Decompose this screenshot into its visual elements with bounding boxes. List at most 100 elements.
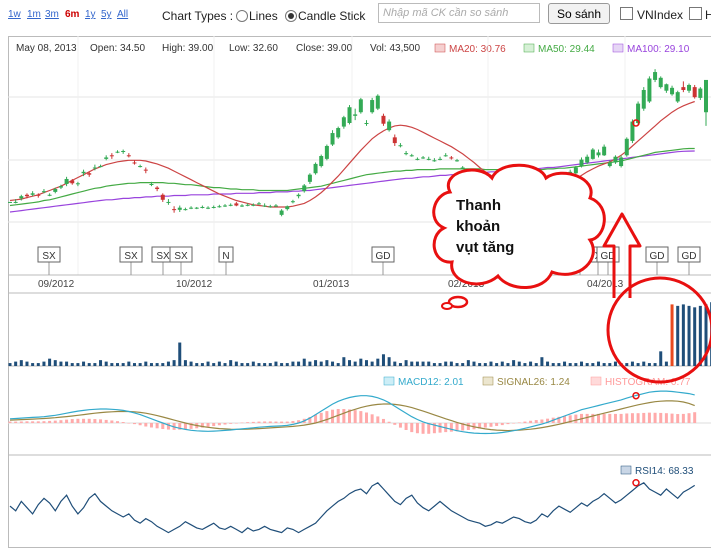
ma20-legend-label: MA20: 30.76 (449, 44, 506, 55)
candle-body (432, 160, 437, 162)
candle-body (36, 194, 41, 196)
compare-button[interactable]: So sánh (548, 3, 610, 24)
histogram-bar (613, 413, 617, 423)
volume-bar (93, 363, 97, 366)
histogram-bar (82, 418, 86, 423)
volume-bar (483, 363, 487, 366)
volume-bar (370, 361, 374, 366)
volume-bar (596, 361, 600, 366)
histogram-bar (348, 409, 352, 423)
candle-body (268, 206, 273, 208)
volume-bar (687, 305, 691, 366)
vnindex-checkbox[interactable] (620, 7, 633, 20)
candle-stick-radio[interactable] (285, 10, 297, 22)
histogram-bar (25, 421, 29, 423)
volume-bar (664, 361, 668, 366)
candle-body (381, 115, 386, 124)
volume-bar (14, 361, 18, 366)
candle-body (687, 84, 692, 91)
volume-bar (625, 363, 629, 366)
histogram-bar (240, 422, 244, 424)
candle-body (296, 194, 301, 197)
candle-body (262, 205, 267, 207)
histogram-bar (483, 423, 487, 428)
candle-body (641, 89, 646, 109)
range-3m[interactable]: 3m (45, 9, 59, 20)
volume-bar (234, 361, 238, 366)
volume-bar (580, 361, 584, 366)
histogram-bar (314, 414, 318, 423)
volume-bar (87, 363, 91, 366)
vnindex-label[interactable]: VNIndex (637, 8, 684, 22)
volume-bar (647, 363, 651, 366)
volume-bar (698, 305, 702, 366)
candle-body (58, 186, 63, 188)
ma100-legend-swatch (612, 43, 624, 53)
volume-bar (381, 354, 385, 366)
volume-bar (653, 363, 657, 366)
volume-bar (398, 363, 402, 366)
histogram-bar (132, 423, 136, 425)
histogram-bar (596, 413, 600, 423)
volume-bar (478, 363, 482, 366)
candle-body (155, 187, 160, 190)
volume-bar (546, 361, 550, 366)
volume-bar (676, 305, 680, 366)
candle-stick-label[interactable]: Candle Stick (298, 9, 366, 23)
annotation-text-line-2: khoản (456, 218, 500, 235)
range-all[interactable]: All (117, 9, 129, 20)
histogram-bar (466, 423, 470, 430)
range-1y[interactable]: 1y (85, 9, 96, 20)
candle-body (698, 88, 703, 98)
candle-body (681, 87, 686, 90)
histogram-bar (200, 423, 204, 428)
histogram-bar (110, 420, 114, 423)
volume-bar (636, 363, 640, 366)
ma50-line (9, 147, 695, 207)
ma50-legend-label: MA50: 29.44 (538, 44, 595, 55)
candle-body (30, 193, 35, 195)
range-5y[interactable]: 5y (101, 9, 112, 20)
volume-bar (336, 363, 340, 366)
volume-bar (314, 360, 318, 366)
range-1m[interactable]: 1m (27, 9, 41, 20)
macd-line (9, 390, 695, 435)
histogram-bar (121, 422, 125, 423)
candle-body (53, 189, 58, 192)
candle-body (607, 162, 612, 167)
candle-body (132, 162, 137, 164)
histogram-bar (65, 419, 69, 423)
event-flag-label: GD (601, 251, 616, 262)
compare-symbol-input[interactable] (378, 3, 540, 23)
histogram-bar (664, 413, 668, 423)
histogram-bar (76, 418, 80, 423)
candle-body (404, 153, 409, 155)
candle-body (585, 156, 590, 163)
event-flag-label: SX (156, 251, 170, 262)
histogram-bar (376, 416, 380, 423)
rsi-marker (632, 479, 640, 487)
histogram-bar (421, 423, 425, 434)
range-6m[interactable]: 6m (65, 9, 80, 20)
extra-checkbox-label[interactable]: H (705, 8, 711, 22)
candle-body (358, 99, 363, 113)
histogram-bar (155, 423, 159, 429)
candle-body (104, 157, 109, 159)
histogram-bar (149, 423, 153, 428)
volume-bar (353, 361, 357, 366)
volume-bar (585, 363, 589, 366)
volume-bar (348, 360, 352, 366)
histogram-bar (206, 423, 210, 427)
lines-label[interactable]: Lines (249, 9, 278, 23)
candle-body (160, 194, 165, 200)
histogram-bar (263, 421, 267, 423)
candle-body (24, 194, 29, 197)
candle-body (443, 155, 448, 157)
lines-radio[interactable] (236, 10, 248, 22)
volume-bar (591, 363, 595, 366)
range-1w[interactable]: 1w (8, 9, 21, 20)
histogram-bar (512, 423, 516, 424)
x-tick-label: 10/2012 (176, 279, 213, 290)
extra-checkbox[interactable] (689, 7, 702, 20)
annotation: Thanh khoản vụt tăng (432, 163, 711, 384)
